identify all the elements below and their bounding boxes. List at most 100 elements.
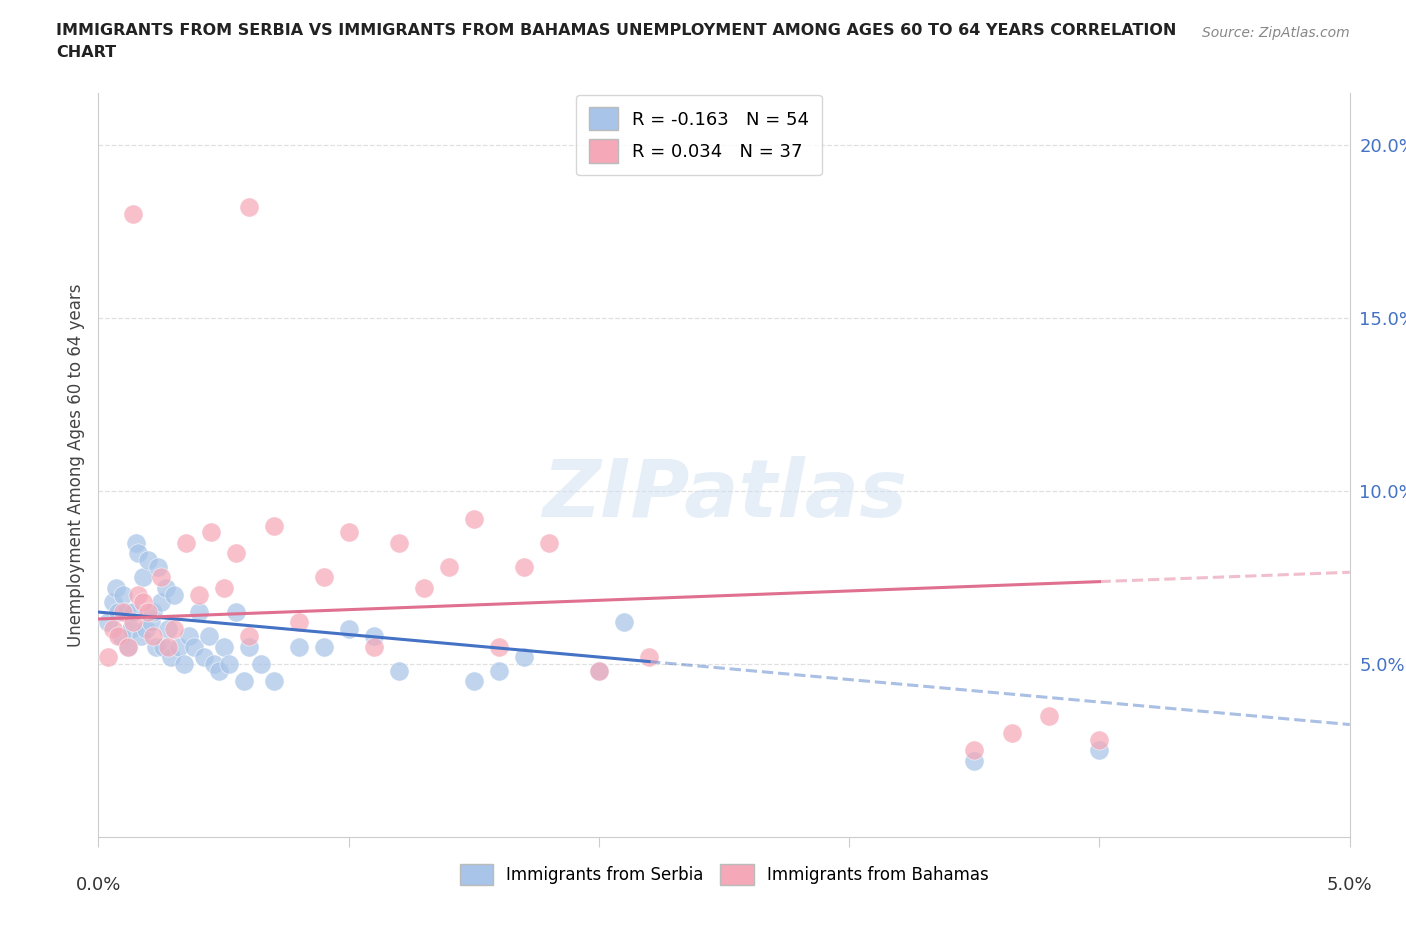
Point: [112, 588, 135, 603]
Point: [132, 570, 155, 585]
Point: [117, 639, 139, 654]
Point: [104, 580, 127, 595]
Point: [238, 629, 260, 644]
Point: [1088, 733, 1111, 748]
Point: [287, 615, 309, 630]
Point: [238, 639, 260, 654]
Point: [225, 604, 247, 619]
Point: [138, 604, 160, 619]
Point: [1088, 743, 1111, 758]
Point: [513, 560, 536, 575]
Point: [337, 525, 360, 540]
Point: [388, 663, 411, 678]
Point: [142, 629, 165, 644]
Point: [200, 525, 222, 540]
Point: [139, 615, 162, 630]
Point: [250, 657, 273, 671]
Point: [115, 604, 138, 619]
Point: [638, 650, 661, 665]
Point: [488, 663, 510, 678]
Point: [437, 560, 460, 575]
Point: [138, 552, 160, 567]
Point: [537, 536, 560, 551]
Point: [513, 650, 536, 665]
Point: [463, 512, 485, 526]
Point: [412, 580, 434, 595]
Point: [193, 650, 215, 665]
Point: [613, 615, 636, 630]
Point: [363, 629, 385, 644]
Point: [177, 629, 200, 644]
Point: [142, 604, 165, 619]
Point: [152, 639, 174, 654]
Point: [197, 629, 219, 644]
Point: [103, 594, 125, 609]
Text: IMMIGRANTS FROM SERBIA VS IMMIGRANTS FROM BAHAMAS UNEMPLOYMENT AMONG AGES 60 TO : IMMIGRANTS FROM SERBIA VS IMMIGRANTS FRO…: [56, 23, 1177, 38]
Point: [122, 615, 145, 630]
Point: [238, 200, 260, 215]
Point: [173, 657, 195, 671]
Point: [167, 639, 190, 654]
Point: [157, 639, 180, 654]
Point: [312, 570, 335, 585]
Point: [150, 570, 173, 585]
Text: Source: ZipAtlas.com: Source: ZipAtlas.com: [1202, 26, 1350, 40]
Point: [145, 639, 167, 654]
Point: [127, 588, 149, 603]
Point: [207, 663, 229, 678]
Point: [963, 753, 986, 768]
Point: [107, 604, 129, 619]
Point: [263, 674, 285, 689]
Point: [110, 629, 132, 644]
Point: [232, 674, 254, 689]
Point: [263, 518, 285, 533]
Point: [132, 594, 155, 609]
Text: 5.0%: 5.0%: [1327, 876, 1372, 894]
Point: [125, 536, 148, 551]
Point: [122, 604, 145, 619]
Point: [218, 657, 240, 671]
Point: [160, 650, 183, 665]
Point: [148, 560, 170, 575]
Point: [225, 546, 247, 561]
Point: [312, 639, 335, 654]
Point: [174, 536, 197, 551]
Point: [337, 622, 360, 637]
Point: [107, 629, 129, 644]
Point: [1038, 709, 1060, 724]
Point: [1001, 725, 1024, 740]
Point: [588, 663, 610, 678]
Point: [183, 639, 205, 654]
Point: [488, 639, 510, 654]
Point: [963, 743, 986, 758]
Point: [157, 622, 180, 637]
Y-axis label: Unemployment Among Ages 60 to 64 years: Unemployment Among Ages 60 to 64 years: [66, 284, 84, 646]
Point: [187, 588, 209, 603]
Point: [202, 657, 225, 671]
Point: [150, 594, 173, 609]
Text: CHART: CHART: [56, 45, 117, 60]
Text: ZIPatlas: ZIPatlas: [541, 456, 907, 534]
Point: [127, 546, 149, 561]
Point: [129, 629, 152, 644]
Point: [97, 615, 120, 630]
Point: [588, 663, 610, 678]
Point: [120, 622, 142, 637]
Point: [363, 639, 385, 654]
Point: [162, 622, 184, 637]
Point: [287, 639, 309, 654]
Point: [187, 604, 209, 619]
Point: [117, 639, 139, 654]
Point: [212, 580, 235, 595]
Point: [463, 674, 485, 689]
Text: 0.0%: 0.0%: [76, 876, 121, 894]
Legend: Immigrants from Serbia, Immigrants from Bahamas: Immigrants from Serbia, Immigrants from …: [453, 857, 995, 892]
Point: [103, 622, 125, 637]
Point: [155, 580, 177, 595]
Point: [112, 604, 135, 619]
Point: [162, 588, 184, 603]
Point: [212, 639, 235, 654]
Point: [97, 650, 120, 665]
Point: [135, 622, 157, 637]
Point: [388, 536, 411, 551]
